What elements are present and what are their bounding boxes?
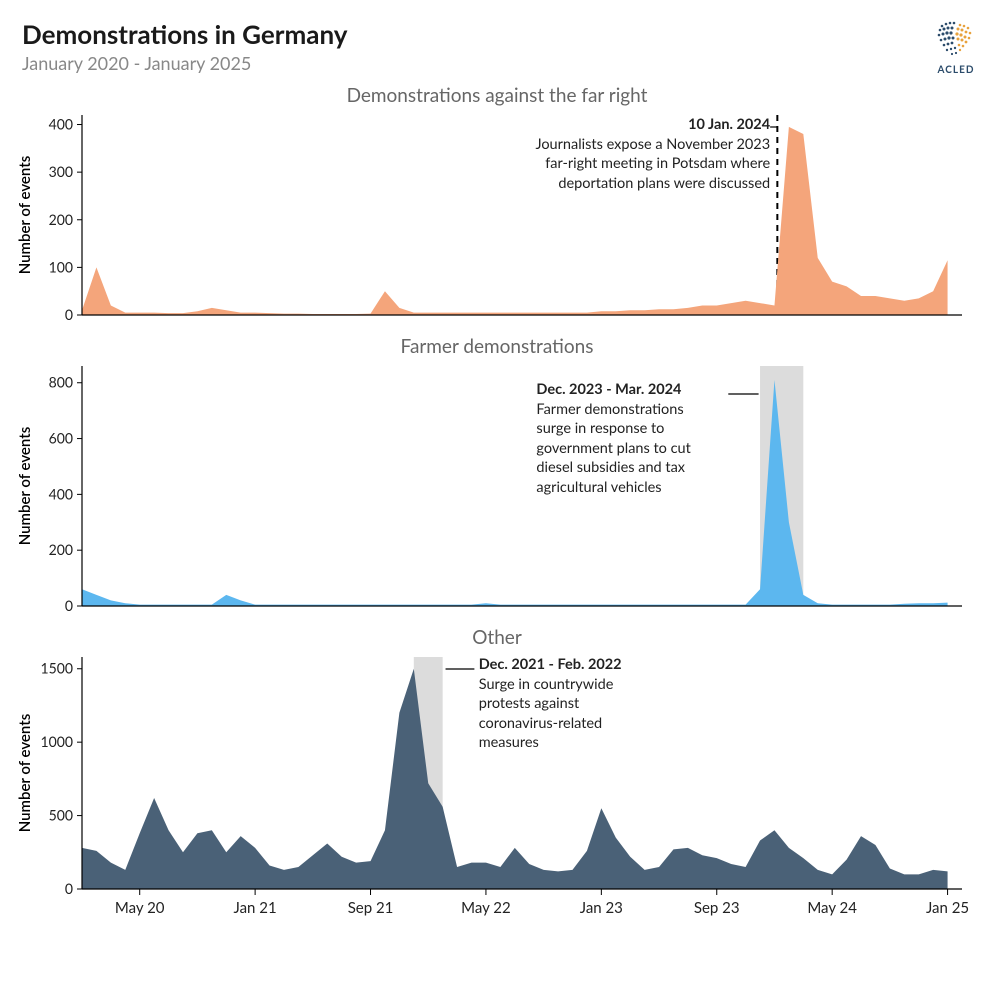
svg-text:0: 0 — [65, 306, 73, 323]
svg-text:Sep 21: Sep 21 — [348, 899, 394, 917]
panel-title-other: Other — [12, 626, 982, 649]
y-axis-label-farmer: Number of events — [16, 426, 34, 545]
svg-text:0: 0 — [65, 880, 73, 897]
svg-text:1500: 1500 — [41, 660, 73, 677]
svg-text:400: 400 — [49, 485, 73, 502]
svg-text:Sep 23: Sep 23 — [694, 899, 740, 917]
svg-text:800: 800 — [49, 374, 73, 391]
svg-text:Jan 21: Jan 21 — [234, 899, 277, 917]
svg-text:100: 100 — [49, 258, 73, 275]
svg-text:May 24: May 24 — [807, 899, 857, 917]
chart-svg-other: 0 500 1000 1500 May 20 Jan 21 Sep 21 May 22 Jan… — [12, 651, 972, 923]
svg-text:200: 200 — [49, 541, 73, 558]
chart-svg-farmer: 0200400600800 Number of events Dec. 2023… — [12, 360, 972, 618]
y-axis-label-far-right: Number of events — [16, 155, 34, 274]
acled-logo: ACLED — [932, 18, 980, 76]
svg-text:1000: 1000 — [41, 733, 73, 750]
subtitle: January 2020 - January 2025 — [22, 52, 347, 74]
svg-text:0: 0 — [65, 597, 73, 614]
svg-text:May 20: May 20 — [115, 899, 165, 917]
charts-container: Demonstrations against the far right 0 10… — [0, 76, 1000, 927]
svg-text:400: 400 — [49, 116, 73, 133]
title-block: Demonstrations in Germany January 2020 -… — [22, 18, 347, 74]
svg-text:Jan 23: Jan 23 — [580, 899, 623, 917]
area-series-farmer — [82, 380, 948, 606]
header: Demonstrations in Germany January 2020 -… — [0, 0, 1000, 76]
panel-title-far-right: Demonstrations against the far right — [12, 84, 982, 107]
svg-text:200: 200 — [49, 211, 73, 228]
chart-panel-far-right: Demonstrations against the far right 0 10… — [12, 84, 982, 331]
panel-title-farmer: Farmer demonstrations — [12, 335, 982, 358]
main-title: Demonstrations in Germany — [22, 18, 347, 50]
y-axis-label-other: Number of events — [16, 713, 34, 832]
chart-panel-other: Other 0 500 1000 1500 May 20 Jan 21 Sep 21 May… — [12, 626, 982, 927]
svg-text:May 22: May 22 — [461, 899, 511, 917]
svg-text:Jan 25: Jan 25 — [926, 899, 969, 917]
svg-text:600: 600 — [49, 430, 73, 447]
chart-svg-far-right: 0100200300400 Number of events 10 Jan. 2… — [12, 109, 972, 327]
logo-label: ACLED — [932, 64, 980, 76]
chart-panel-farmer: Farmer demonstrations 0 200 400 600 800 Numb… — [12, 335, 982, 622]
svg-text:300: 300 — [49, 163, 73, 180]
svg-text:500: 500 — [49, 807, 73, 824]
globe-dots-icon — [932, 18, 980, 58]
